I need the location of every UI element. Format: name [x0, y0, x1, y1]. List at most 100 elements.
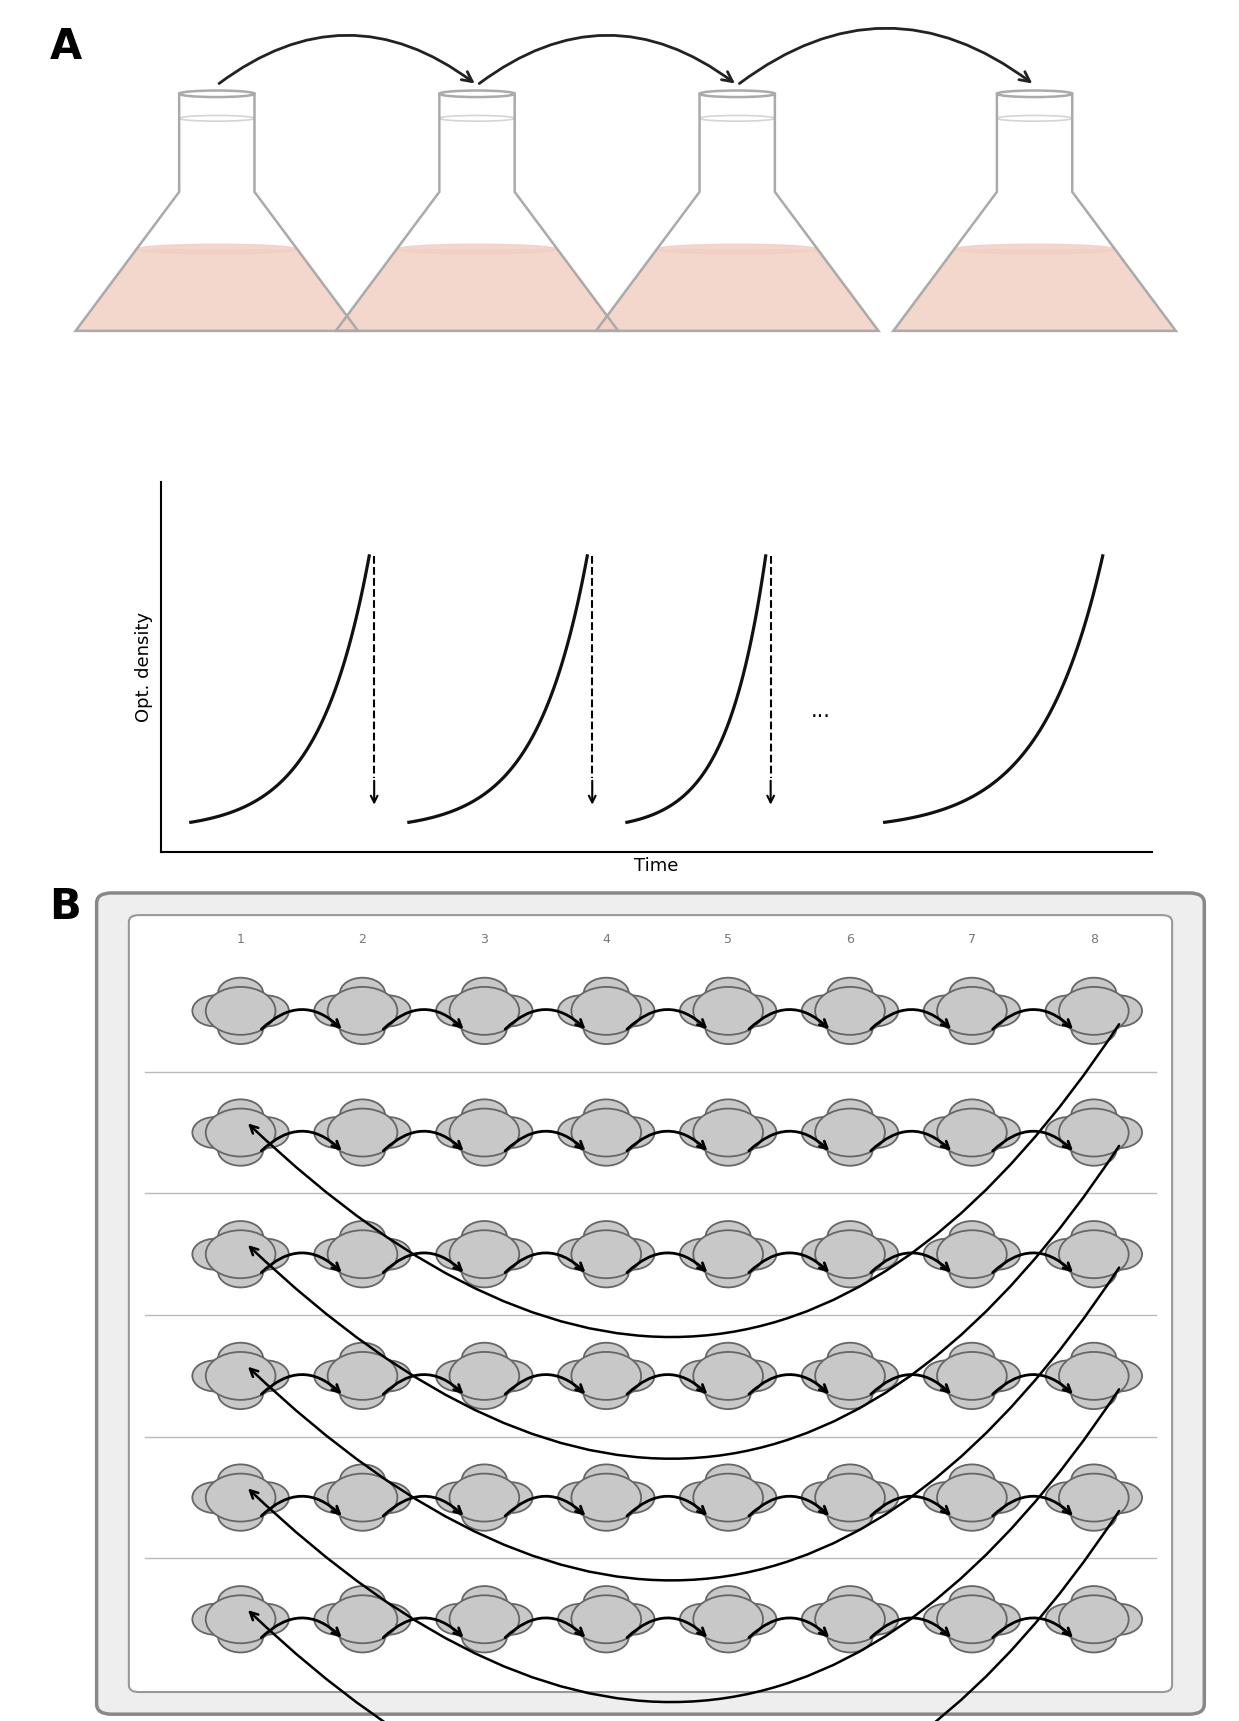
Circle shape — [218, 1465, 263, 1496]
Circle shape — [828, 1134, 872, 1165]
Circle shape — [949, 1379, 995, 1409]
Circle shape — [680, 1482, 725, 1513]
Circle shape — [975, 995, 1020, 1026]
Circle shape — [339, 1100, 385, 1131]
Circle shape — [815, 1353, 885, 1399]
FancyBboxPatch shape — [97, 893, 1204, 1714]
Circle shape — [436, 1239, 481, 1270]
Circle shape — [218, 1342, 263, 1373]
Ellipse shape — [180, 91, 254, 96]
Circle shape — [694, 1108, 763, 1157]
Circle shape — [694, 1473, 763, 1521]
Circle shape — [244, 995, 289, 1026]
Circle shape — [558, 1482, 603, 1513]
Circle shape — [854, 1117, 898, 1148]
Circle shape — [584, 978, 628, 1009]
Circle shape — [828, 1499, 872, 1530]
Circle shape — [315, 995, 359, 1026]
Circle shape — [571, 1108, 641, 1157]
Circle shape — [558, 1604, 603, 1635]
Circle shape — [975, 1360, 1020, 1391]
Circle shape — [462, 1499, 507, 1530]
Circle shape — [327, 1231, 398, 1279]
Circle shape — [339, 1256, 385, 1287]
Circle shape — [366, 995, 411, 1026]
Circle shape — [610, 1239, 654, 1270]
Circle shape — [218, 1220, 263, 1251]
Circle shape — [694, 1231, 763, 1279]
Circle shape — [706, 1587, 751, 1618]
Circle shape — [937, 1353, 1007, 1399]
PathPatch shape — [596, 250, 878, 330]
Circle shape — [584, 1379, 628, 1409]
Circle shape — [949, 1499, 995, 1530]
Circle shape — [1097, 1482, 1142, 1513]
Circle shape — [206, 1231, 275, 1279]
Text: 3: 3 — [481, 933, 488, 947]
Circle shape — [828, 1014, 872, 1045]
Circle shape — [802, 1604, 846, 1635]
Circle shape — [706, 1499, 751, 1530]
Circle shape — [1097, 1360, 1142, 1391]
Circle shape — [1046, 1482, 1090, 1513]
Circle shape — [610, 1604, 654, 1635]
Ellipse shape — [657, 244, 818, 255]
Ellipse shape — [997, 91, 1072, 96]
Circle shape — [828, 1621, 872, 1652]
Circle shape — [339, 1342, 385, 1373]
Circle shape — [192, 1239, 238, 1270]
Circle shape — [828, 1100, 872, 1131]
Text: 6: 6 — [846, 933, 854, 947]
Circle shape — [1097, 1117, 1142, 1148]
Circle shape — [680, 995, 725, 1026]
Circle shape — [218, 1100, 263, 1131]
Circle shape — [339, 1499, 385, 1530]
Circle shape — [706, 978, 751, 1009]
Circle shape — [1072, 1465, 1116, 1496]
Circle shape — [854, 995, 898, 1026]
Circle shape — [680, 1604, 725, 1635]
Circle shape — [218, 1134, 263, 1165]
Circle shape — [450, 1231, 519, 1279]
Circle shape — [731, 995, 777, 1026]
Circle shape — [366, 1239, 411, 1270]
Circle shape — [218, 1379, 263, 1409]
Circle shape — [731, 1604, 777, 1635]
Circle shape — [949, 1220, 995, 1251]
Circle shape — [488, 1604, 533, 1635]
Circle shape — [802, 995, 846, 1026]
Circle shape — [450, 1595, 519, 1644]
Circle shape — [327, 986, 398, 1034]
Circle shape — [462, 1134, 507, 1165]
Circle shape — [206, 1108, 275, 1157]
Circle shape — [244, 1482, 289, 1513]
Circle shape — [584, 1621, 628, 1652]
Circle shape — [949, 1342, 995, 1373]
Circle shape — [584, 1342, 628, 1373]
Circle shape — [802, 1360, 846, 1391]
Circle shape — [706, 1621, 751, 1652]
Circle shape — [706, 1100, 751, 1131]
Circle shape — [584, 1256, 628, 1287]
Circle shape — [694, 986, 763, 1034]
Circle shape — [854, 1239, 898, 1270]
Circle shape — [815, 1595, 885, 1644]
Ellipse shape — [136, 244, 297, 255]
X-axis label: Time: Time — [634, 857, 679, 876]
Circle shape — [680, 1117, 725, 1148]
Circle shape — [854, 1482, 898, 1513]
Circle shape — [1072, 1499, 1116, 1530]
Circle shape — [571, 1473, 641, 1521]
Text: 4: 4 — [602, 933, 610, 947]
Circle shape — [462, 1465, 507, 1496]
Y-axis label: Opt. density: Opt. density — [135, 613, 152, 721]
Circle shape — [706, 1134, 751, 1165]
Circle shape — [949, 1134, 995, 1165]
Circle shape — [584, 1100, 628, 1131]
Circle shape — [244, 1117, 289, 1148]
Circle shape — [1097, 1604, 1142, 1635]
Circle shape — [1097, 1239, 1142, 1270]
Circle shape — [949, 978, 995, 1009]
Circle shape — [462, 1587, 507, 1618]
Circle shape — [1046, 1360, 1090, 1391]
